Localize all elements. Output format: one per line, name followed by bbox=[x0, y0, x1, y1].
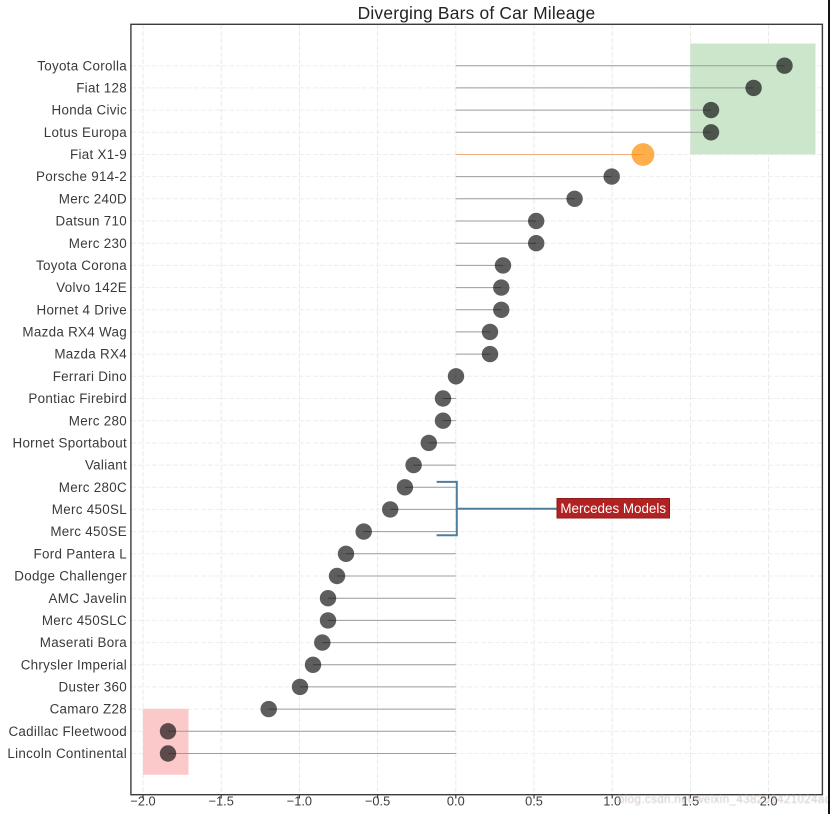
svg-text:Valiant: Valiant bbox=[85, 458, 127, 473]
svg-text:Toyota Corolla: Toyota Corolla bbox=[37, 58, 127, 73]
svg-text:0.0: 0.0 bbox=[447, 794, 465, 809]
svg-text:AMC Javelin: AMC Javelin bbox=[49, 591, 127, 606]
svg-text:Pontiac Firebird: Pontiac Firebird bbox=[28, 391, 127, 406]
svg-text:1.5: 1.5 bbox=[682, 794, 700, 809]
svg-text:Mercedes Models: Mercedes Models bbox=[560, 501, 666, 516]
svg-text:Ferrari Dino: Ferrari Dino bbox=[53, 369, 127, 384]
svg-text:Ford Pantera L: Ford Pantera L bbox=[33, 546, 127, 561]
svg-text:Merc 230: Merc 230 bbox=[69, 236, 127, 251]
svg-text:Datsun 710: Datsun 710 bbox=[56, 214, 128, 229]
svg-text:Merc 450SL: Merc 450SL bbox=[52, 502, 127, 517]
svg-text:1.0: 1.0 bbox=[603, 794, 621, 809]
svg-text:Hornet Sportabout: Hornet Sportabout bbox=[12, 436, 127, 451]
svg-text:2.0: 2.0 bbox=[760, 794, 778, 809]
svg-text:blog.csdn.net/weixin_438262421: blog.csdn.net/weixin_438262421024ac bbox=[618, 794, 830, 806]
svg-text:Merc 450SLC: Merc 450SLC bbox=[42, 613, 127, 628]
svg-text:0.5: 0.5 bbox=[525, 794, 543, 809]
svg-text:Merc 280: Merc 280 bbox=[69, 413, 127, 428]
svg-text:−0.5: −0.5 bbox=[365, 794, 390, 809]
svg-text:Merc 240D: Merc 240D bbox=[59, 191, 127, 206]
svg-text:−2.0: −2.0 bbox=[130, 794, 155, 809]
svg-text:Toyota Corona: Toyota Corona bbox=[36, 258, 127, 273]
svg-text:Merc 450SE: Merc 450SE bbox=[50, 524, 127, 539]
svg-text:Chrysler Imperial: Chrysler Imperial bbox=[21, 657, 127, 672]
svg-text:−1.0: −1.0 bbox=[287, 794, 312, 809]
svg-text:Hornet 4 Drive: Hornet 4 Drive bbox=[36, 302, 127, 317]
svg-text:Mazda RX4: Mazda RX4 bbox=[54, 347, 127, 362]
svg-text:Cadillac Fleetwood: Cadillac Fleetwood bbox=[8, 724, 127, 739]
svg-text:−1.5: −1.5 bbox=[209, 794, 234, 809]
svg-text:Diverging Bars of Car Mileage: Diverging Bars of Car Mileage bbox=[358, 3, 596, 23]
svg-text:Lotus Europa: Lotus Europa bbox=[44, 125, 128, 140]
svg-text:Fiat 128: Fiat 128 bbox=[76, 81, 127, 96]
svg-text:Volvo 142E: Volvo 142E bbox=[56, 280, 127, 295]
svg-text:Dodge Challenger: Dodge Challenger bbox=[14, 569, 127, 584]
svg-text:Lincoln Continental: Lincoln Continental bbox=[7, 746, 127, 761]
svg-text:Mazda RX4 Wag: Mazda RX4 Wag bbox=[22, 325, 127, 340]
svg-text:Fiat X1-9: Fiat X1-9 bbox=[70, 147, 127, 162]
svg-text:Duster 360: Duster 360 bbox=[58, 680, 127, 695]
svg-text:Maserati Bora: Maserati Bora bbox=[40, 635, 128, 650]
svg-text:Porsche 914-2: Porsche 914-2 bbox=[36, 169, 127, 184]
svg-text:Merc 280C: Merc 280C bbox=[59, 480, 127, 495]
svg-text:Camaro Z28: Camaro Z28 bbox=[50, 702, 127, 717]
svg-text:Honda Civic: Honda Civic bbox=[52, 103, 128, 118]
